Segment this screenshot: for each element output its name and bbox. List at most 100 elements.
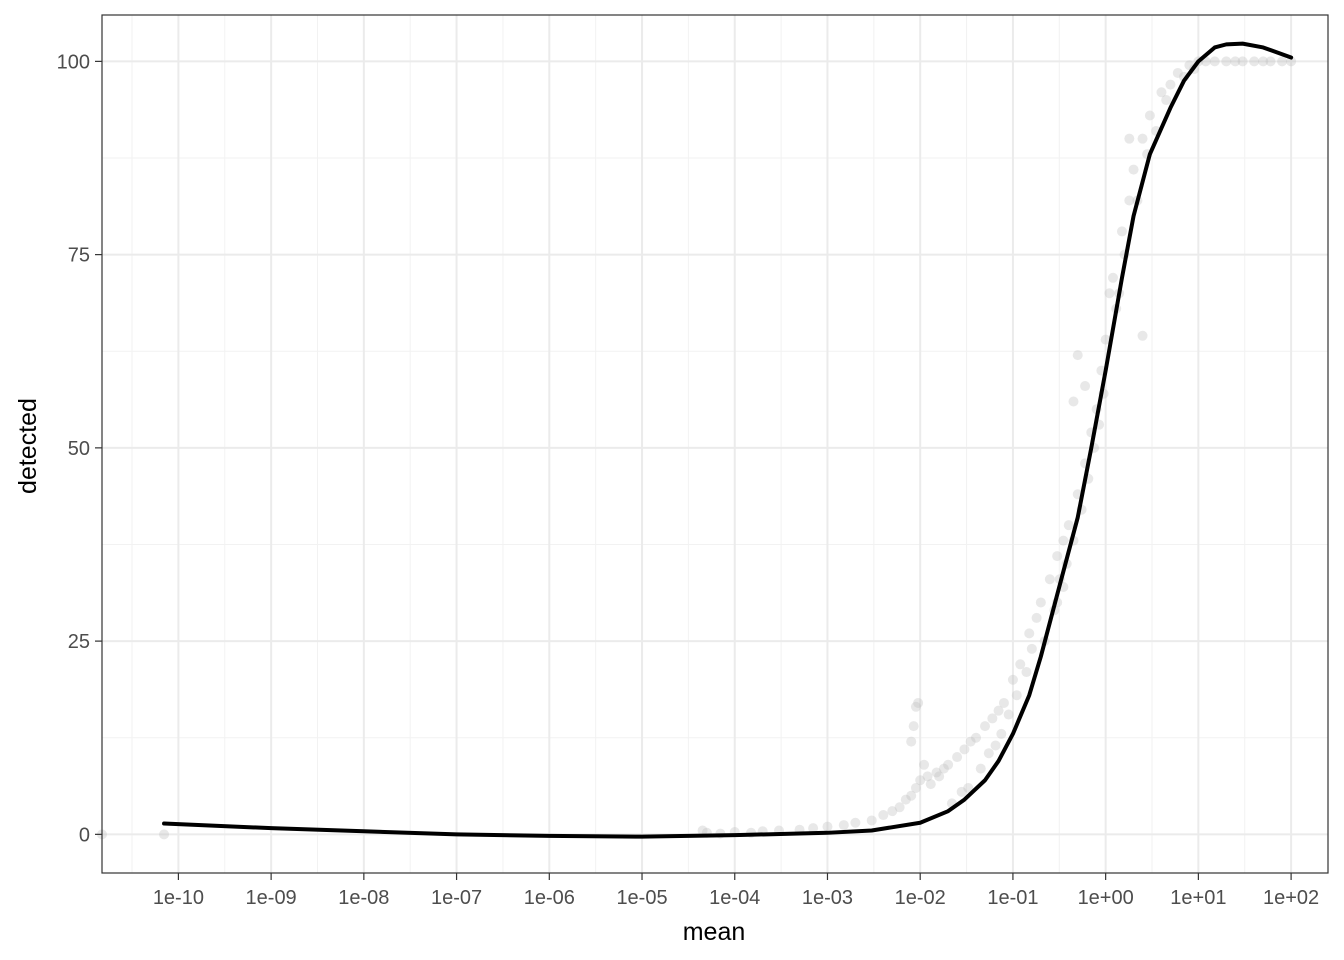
data-point [963, 782, 974, 793]
data-point [996, 728, 1007, 739]
x-tick-label: 1e-02 [895, 887, 946, 909]
data-point [1058, 535, 1069, 546]
data-point [1237, 56, 1248, 67]
data-point [1026, 643, 1037, 654]
data-point [938, 763, 949, 774]
data-point [1015, 659, 1026, 670]
data-point [971, 732, 982, 743]
data-point [1144, 110, 1155, 121]
x-tick-label: 1e-01 [987, 887, 1038, 909]
data-point [1161, 95, 1172, 106]
x-tick-label: 1e-05 [616, 887, 667, 909]
data-point [1104, 288, 1115, 299]
data-point [906, 790, 917, 801]
data-point [1165, 79, 1176, 90]
data-point [952, 752, 963, 763]
data-point [925, 779, 936, 790]
data-point [1258, 56, 1269, 67]
x-axis-title: mean [683, 918, 746, 946]
data-point [910, 701, 921, 712]
data-point [993, 705, 1004, 716]
fit-line-group [162, 41, 1294, 839]
data-point [878, 810, 889, 821]
data-point [887, 806, 898, 817]
data-point [1035, 597, 1046, 608]
data-point [1107, 272, 1118, 283]
y-tick-label: 100 [57, 51, 90, 73]
data-point [850, 817, 861, 828]
data-point [943, 759, 954, 770]
data-point [1072, 350, 1083, 361]
x-tick-label: 1e+02 [1263, 887, 1319, 909]
x-tick-label: 1e+01 [1170, 887, 1226, 909]
x-axis-ticks: 1e-10 1e-09 1e-08 1e-07 1e-06 1e-05 1e-04 1e-03… [153, 873, 1319, 909]
x-tick-label: 1e-06 [524, 887, 575, 909]
data-point [1137, 133, 1148, 144]
data-point [910, 782, 921, 793]
data-point [1116, 226, 1127, 237]
data-point [822, 821, 833, 832]
data-point [1003, 709, 1014, 720]
data-point [983, 748, 994, 759]
data-point [1024, 628, 1035, 639]
data-point [697, 825, 708, 836]
data-point [913, 697, 924, 708]
x-tick-label: 1e-07 [431, 887, 482, 909]
data-point [866, 815, 877, 826]
data-point [1137, 330, 1148, 341]
data-point [1044, 574, 1055, 585]
data-point [1265, 56, 1276, 67]
data-point [894, 802, 905, 813]
data-point [1124, 195, 1135, 206]
x-tick-label: 1e-03 [802, 887, 853, 909]
data-point [1124, 133, 1135, 144]
data-point [159, 829, 170, 840]
x-tick-label: 1e-04 [709, 887, 760, 909]
data-point [931, 767, 942, 778]
data-point [908, 721, 919, 732]
data-point [956, 786, 967, 797]
data-point [1209, 56, 1220, 67]
data-point [919, 759, 930, 770]
y-tick-label: 50 [68, 438, 90, 460]
data-point [987, 713, 998, 724]
data-point [1230, 56, 1241, 67]
data-point [1128, 164, 1139, 175]
data-point [838, 820, 849, 831]
y-tick-label: 25 [68, 631, 90, 653]
data-point [1063, 520, 1074, 531]
x-tick-label: 1e-10 [153, 887, 204, 909]
data-point [990, 740, 1001, 751]
data-point [1277, 56, 1288, 67]
data-point [1052, 551, 1063, 562]
y-tick-label: 75 [68, 245, 90, 267]
data-point [1068, 396, 1079, 407]
data-point [959, 744, 970, 755]
panel-border [101, 14, 1329, 874]
data-point [1080, 381, 1091, 392]
data-point [980, 721, 991, 732]
data-point [1031, 612, 1042, 623]
data-point [1249, 56, 1260, 67]
data-point [998, 697, 1009, 708]
y-axis-ticks: 0 25 50 75 100 [57, 51, 102, 846]
data-point [1286, 56, 1297, 67]
y-axis-title: detected [14, 398, 42, 494]
data-point [900, 794, 911, 805]
data-point [915, 775, 926, 786]
data-point [1011, 690, 1022, 701]
data-point [975, 763, 986, 774]
data-point [1100, 334, 1111, 345]
fit-line [162, 41, 1294, 839]
x-tick-label: 1e-08 [338, 887, 389, 909]
data-point [965, 736, 976, 747]
data-point [934, 771, 945, 782]
minor-gridlines [102, 15, 1328, 873]
x-tick-label: 1e-09 [246, 887, 297, 909]
data-point [1172, 67, 1183, 78]
y-tick-label: 0 [79, 824, 90, 846]
data-point [906, 736, 917, 747]
data-point [1021, 667, 1032, 678]
data-point [1221, 56, 1232, 67]
